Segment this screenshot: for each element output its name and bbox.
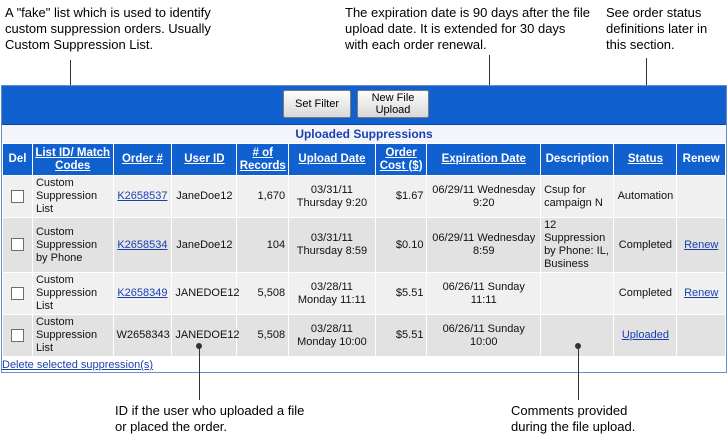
cell-user: JaneDoe12 [171,175,238,218]
col-del: Del [2,143,33,176]
row-checkbox-cell [2,217,33,273]
cell-list: Custom Suppression List [31,175,114,218]
cell-expiration: 06/26/11 Sunday 10:00 [426,314,542,357]
cell-records: 104 [236,217,290,273]
suppressions-table: Del List ID/ Match Codes Order # User ID… [2,143,726,357]
pointer-line-comments [578,345,579,400]
col-order-label[interactable]: Order # [121,153,163,165]
col-expiration-label[interactable]: Expiration Date [441,153,526,165]
callout-fake-list: A "fake" list which is used to identify … [5,5,211,52]
col-list-id-label[interactable]: List ID/ Match Codes [35,146,111,172]
cell-expiration: 06/29/11 Wednesday 9:20 [426,175,542,218]
col-user[interactable]: User ID [171,143,238,176]
pointer-line-user-id [199,345,200,400]
row-checkbox[interactable] [10,328,24,342]
cell-description [540,314,615,357]
cell-cost: $1.67 [374,175,428,218]
renew-link[interactable]: Renew [684,238,719,251]
cell-expiration: 06/26/11 Sunday 11:11 [426,272,542,315]
callout-user-id: ID if the user who uploaded a file or pl… [115,403,305,434]
row-checkbox-cell [2,314,33,357]
row-checkbox[interactable] [10,238,24,252]
cell-list: Custom Suppression by Phone [31,217,114,273]
row-checkbox-cell [2,175,33,218]
cell-renew [676,175,726,218]
callout-status-definitions: See order status definitions later in th… [606,5,708,52]
callout-expiration: The expiration date is 90 days after the… [345,5,590,52]
cell-order[interactable]: K2658537 [112,175,173,218]
header-row: Del List ID/ Match Codes Order # User ID… [2,143,726,176]
row-checkbox[interactable] [10,286,24,300]
delete-selected-link[interactable]: Delete selected suppression(s) [2,359,154,371]
new-upload-label-2: Upload [375,104,411,116]
new-upload-label-1: New File [371,92,415,104]
cell-records: 5,508 [236,272,290,315]
cell-user: JaneDoe12 [171,217,238,273]
suppressions-panel: Set Filter New File Upload Uploaded Supp… [1,85,727,373]
col-cost-label[interactable]: Order Cost ($) [379,146,423,172]
toolbar: Set Filter New File Upload [2,86,726,125]
status-link[interactable]: Uploaded [621,329,669,341]
cell-description: 12 Suppression by Phone: IL, Business [540,217,615,273]
order-link[interactable]: K2658534 [117,238,168,251]
pointer-dot-comments [575,343,581,349]
cell-cost: $5.51 [374,314,428,357]
cell-order[interactable]: K2658534 [112,217,173,273]
cell-expiration: 06/29/11 Wednesday 8:59 [426,217,542,273]
callout-comments: Comments provided during the file upload… [511,403,636,434]
renew-link[interactable]: Renew [684,287,719,299]
cell-status: Automation [613,175,678,218]
cell-cost: $0.10 [374,217,428,273]
table-row: Custom Suppression List K2658349 JANEDOE… [2,272,726,315]
cell-cost: $5.51 [374,272,428,315]
cell-list: Custom Suppression List [31,314,114,357]
col-upload-label[interactable]: Upload Date [298,153,366,165]
cell-renew[interactable]: Renew [676,217,726,273]
cell-upload: 03/31/11 Thursday 9:20 [288,175,376,218]
cell-status[interactable]: Uploaded [613,314,678,357]
order-link[interactable]: K2658349 [117,287,168,299]
col-upload[interactable]: Upload Date [288,143,376,176]
table-row: Custom Suppression List K2658537 JaneDoe… [2,175,726,218]
cell-renew [676,314,726,357]
cell-records: 5,508 [236,314,290,357]
col-cost[interactable]: Order Cost ($) [374,143,428,176]
cell-order[interactable]: K2658349 [112,272,173,315]
col-user-label[interactable]: User ID [184,153,225,165]
cell-description: Csup for campaign N [540,175,615,218]
cell-list: Custom Suppression List [31,272,114,315]
table-row: Custom Suppression List W2658343 JANEDOE… [2,314,726,357]
cell-upload: 03/31/11 Thursday 8:59 [288,217,376,273]
cell-status: Completed [613,272,678,315]
table-row: Custom Suppression by Phone K2658534 Jan… [2,217,726,273]
col-list-id[interactable]: List ID/ Match Codes [31,143,114,176]
row-checkbox[interactable] [10,189,24,203]
cell-description [540,272,615,315]
set-filter-button[interactable]: Set Filter [283,90,351,118]
cell-user: JANEDOE12 [171,272,240,315]
cell-upload: 03/28/11 Monday 11:11 [288,272,376,315]
new-file-upload-button[interactable]: New File Upload [357,90,429,118]
cell-status: Completed [613,217,678,273]
pointer-dot-user-id [196,343,202,349]
section-title: Uploaded Suppressions [2,125,726,143]
col-status-label[interactable]: Status [627,153,663,165]
order-link[interactable]: K2658537 [117,190,168,202]
col-expiration[interactable]: Expiration Date [426,143,542,176]
cell-records: 1,670 [236,175,290,218]
cell-user: JANEDOE12 [171,314,240,357]
cell-renew[interactable]: Renew [676,272,726,315]
row-checkbox-cell [2,272,33,315]
col-status[interactable]: Status [613,143,678,176]
cell-upload: 03/28/11 Monday 10:00 [288,314,376,357]
col-records-label[interactable]: # of Records [239,146,286,172]
col-order[interactable]: Order # [112,143,173,176]
col-description: Description [540,143,615,176]
col-renew: Renew [676,143,726,176]
col-records[interactable]: # of Records [236,143,290,176]
cell-order: W2658343 [112,314,173,357]
